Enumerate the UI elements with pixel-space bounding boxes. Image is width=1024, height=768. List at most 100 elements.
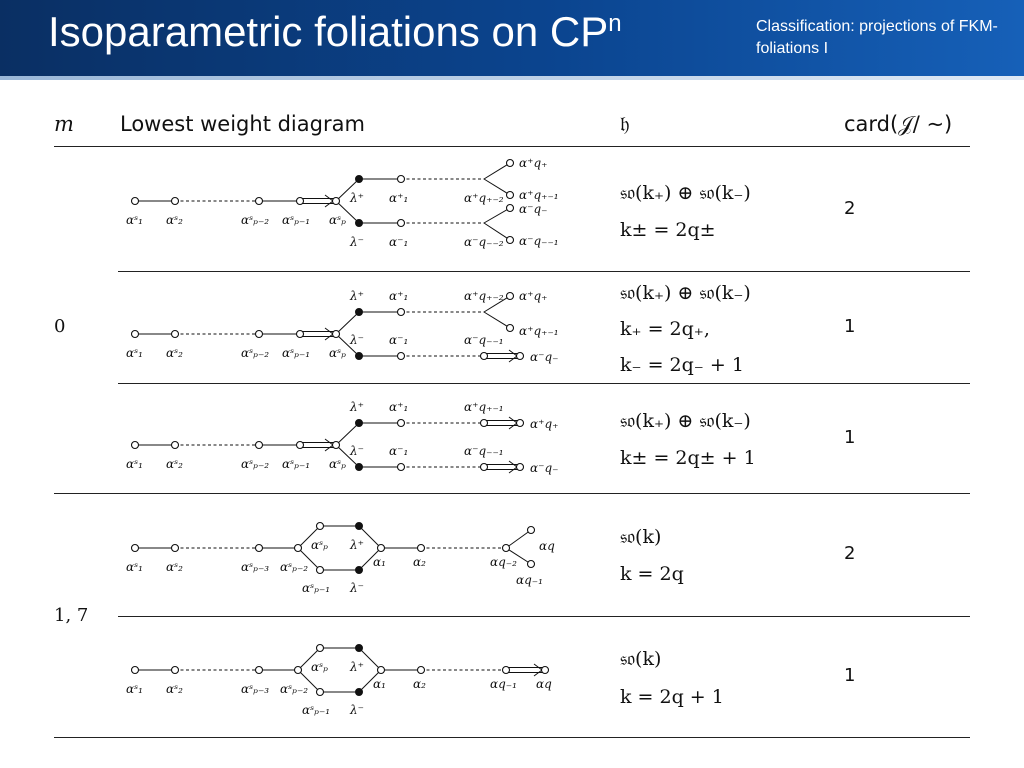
label-alpha-minus-q-1: α⁻q₋₋₁: [464, 444, 504, 458]
column-header-card: card(𝒥/ ∼): [844, 112, 953, 136]
label-lambda-plus: λ⁺: [349, 400, 364, 414]
label-alpha-plus-q: α⁺q₊: [519, 289, 547, 303]
label-lambda-minus: λ⁻: [349, 444, 364, 458]
card-value-row4: 2: [844, 543, 856, 564]
h-row5-line1: 𝔰𝔬(k): [620, 648, 662, 670]
label-alpha-plus-q-2: α⁺q₊₋₂: [464, 191, 504, 205]
label-alpha-minus-1: α⁻₁: [389, 235, 408, 249]
label-alpha-q-2: αq₋₂: [490, 555, 517, 569]
label-alpha-plus-q-1: α⁺q₊₋₁: [519, 324, 559, 338]
label-alpha-plus-q-1: α⁺q₊₋₁: [519, 188, 559, 202]
label-alpha-plus-q-2: α⁺q₊₋₂: [464, 289, 504, 303]
slide-title: Isoparametric foliations on CPn: [48, 8, 622, 56]
label-alpha-sp-2: αˢₚ₋₂: [241, 213, 269, 227]
label-lambda-minus: λ⁻: [349, 581, 364, 595]
label-alpha-s2: αˢ₂: [166, 560, 183, 574]
label-alpha-sp-2: αˢₚ₋₂: [241, 346, 269, 360]
h-row2-line1: 𝔰𝔬(k₊) ⊕ 𝔰𝔬(k₋): [620, 282, 751, 304]
card-value-row1: 2: [844, 198, 856, 219]
label-lambda-plus: λ⁺: [349, 191, 364, 205]
label-alpha-s2: αˢ₂: [166, 346, 183, 360]
label-alpha-minus-1: α⁻₁: [389, 444, 408, 458]
label-alpha-minus-q: α⁻q₋: [530, 461, 558, 475]
slide-title-text: Isoparametric foliations on CP: [48, 8, 609, 55]
label-alpha-s2: αˢ₂: [166, 457, 183, 471]
h-row5-line2: k = 2q + 1: [620, 686, 724, 708]
label-alpha-sp-1: αˢₚ₋₁: [282, 213, 310, 227]
label-alpha-sp: αˢₚ: [311, 538, 328, 552]
banner-underline: [0, 76, 1024, 80]
label-alpha-s1: αˢ₁: [126, 346, 143, 360]
label-alpha-plus-1: α⁺₁: [389, 400, 408, 414]
label-alpha-1: α₁: [373, 677, 386, 691]
label-alpha-s2: αˢ₂: [166, 682, 183, 696]
label-lambda-plus: λ⁺: [349, 538, 364, 552]
column-header-diagram: Lowest weight diagram: [120, 112, 365, 136]
label-alpha-sp-2: αˢₚ₋₂: [280, 560, 308, 574]
table-bottom-rule: [54, 737, 970, 738]
label-alpha-plus-q-1: α⁺q₊₋₁: [464, 400, 504, 414]
label-alpha-sp-2: αˢₚ₋₂: [280, 682, 308, 696]
header-rule: [54, 146, 970, 147]
m-value-1-7: 1, 7: [54, 605, 89, 626]
label-alpha-sp-3: αˢₚ₋₃: [241, 560, 269, 574]
label-alpha-q-1: αq₋₁: [490, 677, 517, 691]
diagram-row1: αˢ₁ αˢ₂ αˢₚ₋₂ αˢₚ₋₁ αˢₚ λ⁺ λ⁻ α⁺₁ α⁻₁ α⁺…: [126, 156, 559, 249]
label-lambda-plus: λ⁺: [349, 289, 364, 303]
label-lambda-plus: λ⁺: [349, 660, 364, 674]
label-alpha-minus-1: α⁻₁: [389, 333, 408, 347]
h-row2-line2: k₊ = 2q₊,: [620, 318, 710, 340]
label-alpha-minus-q-1: α⁻q₋₋₁: [519, 234, 559, 248]
h-row4-line1: 𝔰𝔬(k): [620, 526, 662, 548]
label-alpha-plus-1: α⁺₁: [389, 289, 408, 303]
card-value-row3: 1: [844, 427, 856, 448]
label-alpha-2: α₂: [413, 555, 426, 569]
label-alpha-sp-1: αˢₚ₋₁: [282, 346, 310, 360]
diagram-row2: αˢ₁ αˢ₂ αˢₚ₋₂ αˢₚ₋₁ αˢₚ λ⁺ λ⁻ α⁺₁ α⁻₁ α⁺…: [126, 289, 559, 364]
h-row1-line2: k± = 2q±: [620, 219, 716, 241]
label-alpha-sp: αˢₚ: [329, 346, 346, 360]
diagram-row4: αˢ₁ αˢ₂ αˢₚ₋₃ αˢₚ₋₂ αˢₚ αˢₚ₋₁ λ⁺ λ⁻ α₁ α…: [126, 521, 555, 595]
label-alpha-plus-q: α⁺q₊: [519, 156, 547, 170]
label-alpha-sp-1: αˢₚ₋₁: [282, 457, 310, 471]
label-alpha-2: α₂: [413, 677, 426, 691]
label-alpha-sp-1: αˢₚ₋₁: [302, 703, 330, 717]
row-separator: [118, 616, 970, 617]
label-alpha-sp-2: αˢₚ₋₂: [241, 457, 269, 471]
label-lambda-minus: λ⁻: [349, 703, 364, 717]
label-lambda-minus: λ⁻: [349, 235, 364, 249]
label-alpha-sp-3: αˢₚ₋₃: [241, 682, 269, 696]
diagram-row3: αˢ₁ αˢ₂ αˢₚ₋₂ αˢₚ₋₁ αˢₚ λ⁺ λ⁻ α⁺₁ α⁻₁ α⁺…: [126, 400, 558, 475]
label-alpha-sp-1: αˢₚ₋₁: [302, 581, 330, 595]
label-lambda-minus: λ⁻: [349, 333, 364, 347]
diagram-row5: αˢ₁ αˢ₂ αˢₚ₋₃ αˢₚ₋₂ αˢₚ αˢₚ₋₁ λ⁺ λ⁻ α₁ α…: [126, 643, 552, 717]
label-alpha-minus-q-1: α⁻q₋₋₁: [464, 333, 504, 347]
h-row2-line3: k₋ = 2q₋ + 1: [620, 354, 744, 376]
label-alpha-minus-q: α⁻q₋: [519, 202, 547, 216]
label-alpha-sp: αˢₚ: [329, 457, 346, 471]
slide-subtitle: Classification: projections of FKM-folia…: [756, 18, 998, 57]
label-alpha-1: α₁: [373, 555, 386, 569]
label-alpha-plus-1: α⁺₁: [389, 191, 408, 205]
card-value-row2: 1: [844, 316, 856, 337]
h-row1-line1: 𝔰𝔬(k₊) ⊕ 𝔰𝔬(k₋): [620, 182, 751, 204]
label-alpha-sp: αˢₚ: [311, 660, 328, 674]
label-alpha-plus-q: α⁺q₊: [530, 417, 558, 431]
label-alpha-s1: αˢ₁: [126, 682, 143, 696]
h-row4-line2: k = 2q: [620, 563, 684, 585]
label-alpha-minus-q: α⁻q₋: [530, 350, 558, 364]
card-value-row5: 1: [844, 665, 856, 686]
h-row3-line2: k± = 2q± + 1: [620, 447, 756, 469]
label-alpha-s1: αˢ₁: [126, 213, 143, 227]
label-alpha-q: αq: [539, 539, 555, 553]
label-alpha-s2: αˢ₂: [166, 213, 183, 227]
row-separator: [118, 271, 970, 272]
slide-title-superscript: n: [608, 10, 622, 37]
column-header-h: 𝔥: [620, 112, 630, 136]
label-alpha-sp: αˢₚ: [329, 213, 346, 227]
label-alpha-minus-q-2: α⁻q₋₋₂: [464, 235, 504, 249]
column-header-m: m: [54, 112, 74, 136]
label-alpha-s1: αˢ₁: [126, 457, 143, 471]
row-separator: [118, 383, 970, 384]
